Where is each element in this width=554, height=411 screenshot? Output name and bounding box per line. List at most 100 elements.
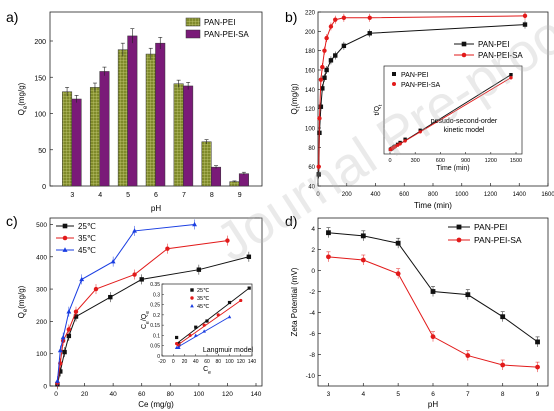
data-point <box>60 334 66 340</box>
inset-x-tick-label: 0 <box>172 359 175 365</box>
inset-legend-marker <box>190 296 194 300</box>
data-point <box>132 272 137 277</box>
inset-langmuir: 00.050.10.150.20.250.30.35-20 0 20 40 60 80 10… <box>141 282 256 376</box>
y-tick-label: 100 <box>36 351 47 358</box>
data-point <box>318 104 324 109</box>
inset-x-axis-label: Ce <box>203 366 211 376</box>
inset-x-tick-label: 80 <box>215 359 221 365</box>
data-point <box>333 53 338 58</box>
y-tick-label: 0 <box>311 268 315 275</box>
data-point <box>522 13 528 19</box>
legend-45c-label: 45℃ <box>78 246 96 255</box>
inset-legend-label: PAN-PEI <box>401 72 429 79</box>
x-axis-label: Ce (mg/g) <box>138 400 174 409</box>
inset-y-tick-label: 0.25 <box>150 303 160 309</box>
y-tick-label: -2 <box>309 289 315 296</box>
inset-data-point <box>393 144 397 149</box>
inset-annotation: kinetic model <box>444 127 485 134</box>
data-point <box>66 333 72 339</box>
legend-25c-label: 25℃ <box>78 222 96 231</box>
y-axis-label: Qe(mg/g) <box>17 82 29 115</box>
x-tick-label: 100 <box>193 391 204 398</box>
x-tick-label: 40 <box>110 391 118 398</box>
data-point <box>320 64 325 70</box>
bar-pan-pei <box>89 87 100 187</box>
data-point <box>108 294 113 300</box>
bar-pan-pei <box>62 91 73 187</box>
data-point <box>58 369 63 374</box>
x-tick-label: 60 <box>138 391 146 398</box>
inset-legend-label: 25℃ <box>197 288 210 294</box>
x-tick-label: 7 <box>466 391 470 398</box>
y-tick-label: 200 <box>305 30 316 36</box>
inset-data-point <box>193 333 198 337</box>
inset-data-point <box>227 314 232 319</box>
legend-45c-marker <box>62 247 68 252</box>
data-point <box>316 172 321 177</box>
bar-pan-pei-sa <box>155 42 166 187</box>
bar-pan-pei-sa <box>99 71 110 187</box>
data-point <box>367 15 372 20</box>
y-tick-label: -10 <box>306 373 316 380</box>
inset-data-point <box>398 142 402 146</box>
x-tick-label: 6 <box>431 391 435 398</box>
inset-y-tick-label: 0.3 <box>153 292 160 298</box>
inset-legend-label: 35℃ <box>197 296 210 302</box>
data-point <box>326 230 331 236</box>
data-point <box>522 22 528 27</box>
x-tick-label: 4 <box>98 192 102 199</box>
x-tick-label: 4 <box>361 391 365 398</box>
inset-x-tick-label: 60 <box>204 359 210 365</box>
data-point <box>360 257 366 263</box>
legend-pan-pei-sa-label: PAN-PEI-SA <box>474 235 522 245</box>
inset-data-point <box>175 335 179 340</box>
bar-pan-pei-sa <box>183 85 194 187</box>
y-tick-label: 60 <box>308 165 315 171</box>
x-tick-label: 120 <box>222 391 233 398</box>
inset-y-tick-label: 0.15 <box>150 323 160 329</box>
data-point <box>132 228 137 233</box>
bar-pan-pei-sa <box>211 166 222 187</box>
x-tick-label: 400 <box>370 192 381 198</box>
bar-pan-pei <box>145 53 156 187</box>
bar-pan-pei <box>201 141 212 187</box>
inset-data-point <box>174 345 179 350</box>
inset-data-point <box>509 73 513 77</box>
inset-fit-line <box>176 287 250 345</box>
inset-data-point <box>202 323 206 327</box>
data-point <box>430 334 436 340</box>
data-point <box>535 364 540 370</box>
x-tick-label: 0 <box>54 391 58 398</box>
data-point <box>430 289 436 294</box>
inset-data-point <box>202 329 206 333</box>
data-point <box>322 75 327 80</box>
data-point <box>328 58 334 63</box>
panel-d: d) -10 -8 -6 -4 -2 0 2 4 3 4 5 6 7 8 9 pH Zeta Potential … <box>285 213 549 409</box>
inset-y-tick-label: 0.35 <box>150 282 160 288</box>
x-tick-label: 5 <box>396 391 400 398</box>
y-tick-label: 140 <box>305 88 316 94</box>
inset-x-tick-label: 1500 <box>510 158 522 164</box>
y-tick-label: -8 <box>309 352 315 359</box>
legend-label: PAN-PEI-SA <box>204 30 249 39</box>
data-point <box>324 35 329 41</box>
x-tick-label: 3 <box>327 391 331 398</box>
y-tick-label: -4 <box>309 310 315 317</box>
x-tick-label: 6 <box>154 192 158 199</box>
inset-y-tick-label: 0 <box>157 354 160 360</box>
inset-y-tick-label: 0.05 <box>150 344 160 350</box>
data-point <box>324 67 329 73</box>
x-tick-label: 5 <box>126 192 130 199</box>
inset-data-point <box>247 286 251 290</box>
x-tick-label: 800 <box>428 192 439 198</box>
inset-legend-marker <box>392 72 396 76</box>
inset-x-tick-label: -20 <box>158 359 165 365</box>
x-tick-label: 8 <box>210 192 214 199</box>
x-tick-label: 9 <box>536 391 540 398</box>
data-point <box>66 309 72 314</box>
panel-b: b) 40 60 80 100 120 140 160 180 200 220 0 200 400 600 8… <box>285 9 554 210</box>
legend-pan-pei-sa-marker <box>456 237 462 243</box>
legend-35c-marker <box>62 235 68 241</box>
legend-label: PAN-PEI <box>204 18 235 27</box>
